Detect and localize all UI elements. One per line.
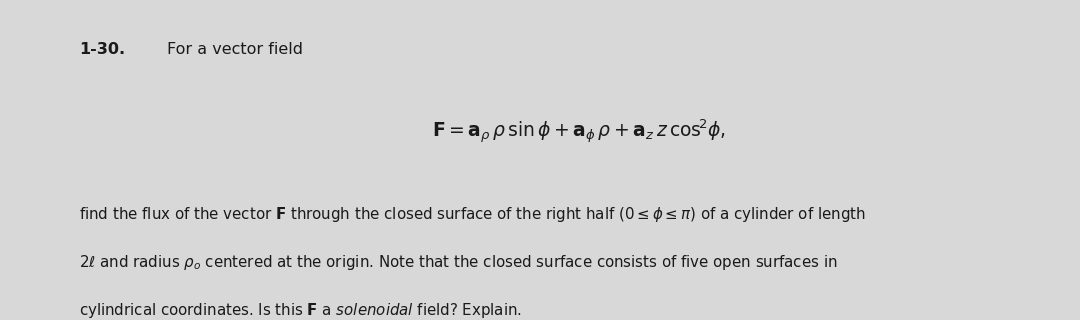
- Text: $\mathbf{F} = \mathbf{a}_{\rho}\,\rho\,\sin\phi + \mathbf{a}_{\phi}\,\rho+ \math: $\mathbf{F} = \mathbf{a}_{\rho}\,\rho\,\…: [432, 118, 726, 147]
- Text: cylindrical coordinates. Is this $\mathbf{F}$ a $\mathit{solenoidal}$ field? Exp: cylindrical coordinates. Is this $\mathb…: [79, 301, 522, 320]
- Text: $2\ell$ and radius $\rho_{o}$ centered at the origin. Note that the closed surfa: $2\ell$ and radius $\rho_{o}$ centered a…: [79, 253, 837, 272]
- Text: find the flux of the vector $\mathbf{F}$ through the closed surface of the right: find the flux of the vector $\mathbf{F}$…: [79, 205, 865, 224]
- Text: For a vector field: For a vector field: [167, 42, 303, 57]
- Text: 1-30.: 1-30.: [79, 42, 125, 57]
